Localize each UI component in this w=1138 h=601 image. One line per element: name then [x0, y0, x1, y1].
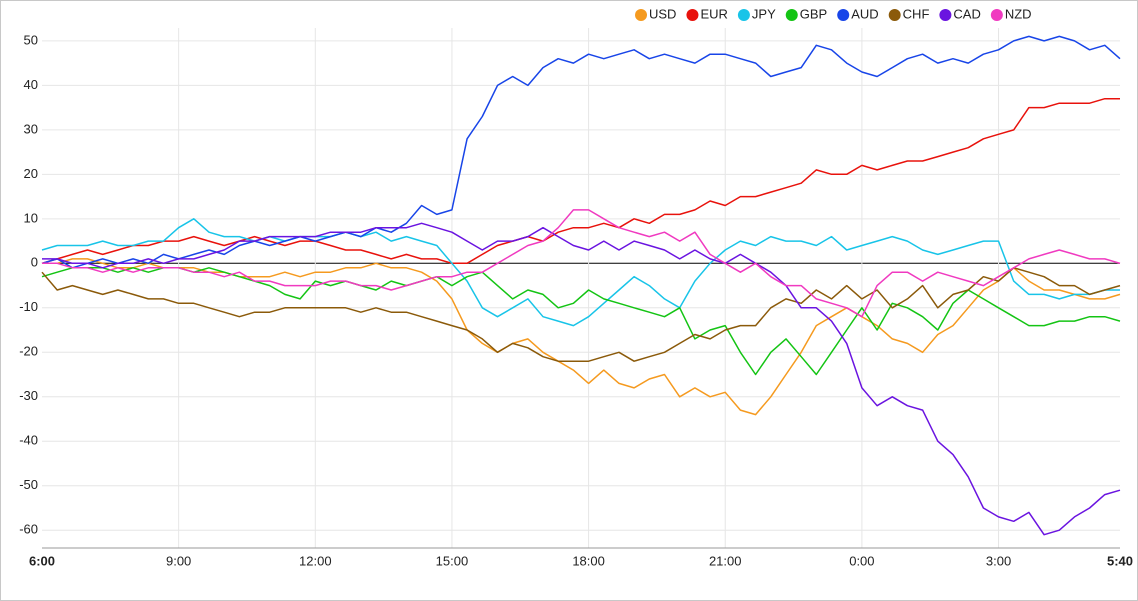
legend-marker [939, 9, 952, 21]
legend-label: EUR [700, 6, 727, 21]
y-tick-label: 0 [31, 255, 38, 270]
legend-marker [990, 9, 1003, 21]
series-line [41, 35, 1121, 269]
x-tick-label: 5:40 [1107, 553, 1133, 568]
legend-marker [635, 9, 647, 21]
x-tick-label: 9:00 [166, 553, 191, 568]
y-tick-label: -50 [19, 477, 38, 492]
y-tick-label: -40 [19, 433, 38, 448]
series-line [41, 267, 1121, 362]
y-tick-label: 10 [24, 210, 38, 225]
x-tick-label: 21:00 [709, 553, 742, 568]
x-tick-label: 12:00 [299, 553, 332, 568]
legend-label: GBP [800, 6, 827, 21]
legend-label: CAD [953, 6, 980, 21]
series-line [41, 267, 1121, 376]
legend-label: USD [649, 6, 676, 21]
x-tick-label: 6:00 [29, 553, 55, 568]
y-tick-label: 40 [24, 77, 38, 92]
series-line [42, 209, 1121, 318]
series-line [41, 218, 1120, 327]
legend-label: NZD [1005, 6, 1032, 21]
legend-marker [785, 9, 798, 21]
x-tick-label: 15:00 [436, 553, 469, 568]
x-tick-label: 0:00 [849, 553, 874, 568]
series-line [42, 222, 1121, 536]
legend-marker [888, 9, 901, 21]
legend-label: JPY [752, 6, 776, 21]
legend-marker [686, 9, 699, 21]
x-tick-label: 3:00 [986, 553, 1011, 568]
y-tick-label: -60 [19, 522, 38, 537]
legend-label: CHF [903, 6, 930, 21]
y-tick-label: 50 [24, 32, 38, 47]
legend-marker [737, 9, 750, 21]
legend-marker [837, 9, 850, 21]
legend-label: AUD [851, 6, 878, 21]
y-tick-label: 20 [24, 166, 38, 181]
y-tick-label: -10 [19, 299, 38, 314]
y-tick-label: -20 [19, 344, 38, 359]
y-tick-label: 30 [24, 121, 38, 136]
series-line [41, 97, 1120, 265]
y-tick-label: -30 [19, 388, 38, 403]
x-tick-label: 18:00 [572, 553, 605, 568]
